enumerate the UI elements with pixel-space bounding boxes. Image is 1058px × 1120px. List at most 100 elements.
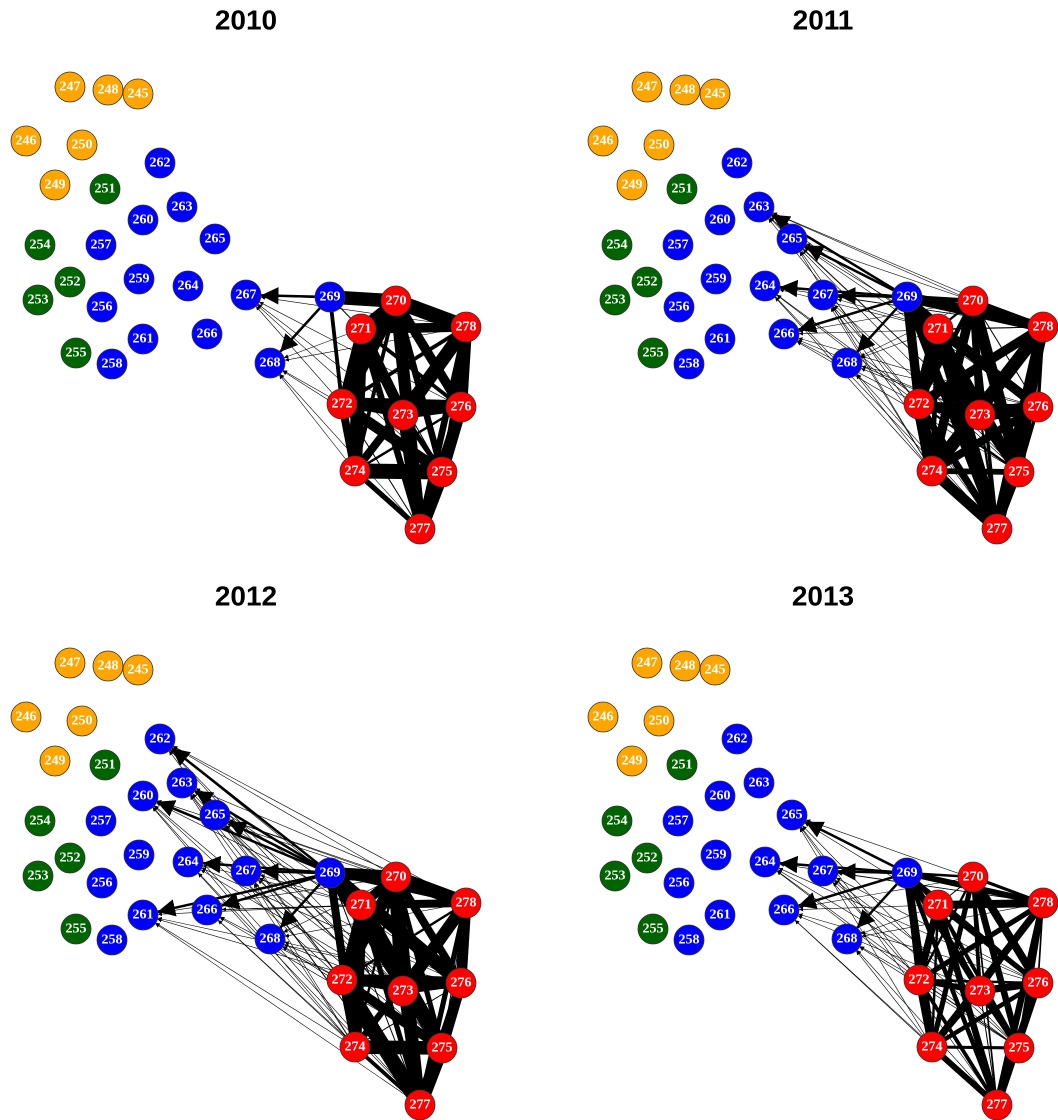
node-label: 276 — [1028, 976, 1049, 991]
node-label: 268 — [837, 932, 858, 947]
node — [166, 767, 198, 799]
edge — [198, 872, 421, 1106]
node-label: 261 — [710, 908, 731, 923]
node — [831, 347, 863, 379]
edge — [798, 876, 974, 909]
node — [704, 204, 736, 236]
node-label: 247 — [60, 80, 81, 95]
edge — [798, 904, 939, 912]
node-label: 277 — [410, 522, 431, 537]
node — [964, 399, 996, 431]
node — [86, 867, 118, 899]
node-label: 267 — [813, 864, 834, 879]
node — [669, 650, 701, 682]
edge — [360, 322, 467, 334]
node — [404, 1089, 436, 1120]
edge — [171, 747, 331, 874]
node — [1027, 887, 1058, 919]
node — [643, 705, 675, 737]
node-label: 258 — [679, 933, 700, 948]
edge — [338, 399, 446, 477]
node-label: 257 — [91, 238, 112, 253]
node-label: 275 — [1009, 1041, 1030, 1056]
node — [339, 1031, 371, 1063]
edge — [772, 212, 1044, 328]
node-label: 271 — [351, 322, 372, 337]
edge — [806, 819, 1044, 904]
node — [699, 78, 731, 110]
edge — [860, 300, 974, 357]
edge — [173, 745, 467, 904]
node-label: 272 — [909, 973, 930, 988]
node-label: 266 — [774, 327, 795, 342]
node — [314, 857, 346, 889]
node-label: 254 — [607, 238, 628, 253]
edge — [833, 304, 1020, 473]
edge — [227, 820, 331, 875]
node — [704, 780, 736, 812]
node — [807, 855, 839, 887]
node — [831, 923, 863, 955]
node-label: 270 — [963, 870, 984, 885]
node — [445, 967, 477, 999]
edge — [804, 246, 939, 330]
node-label: 259 — [706, 848, 727, 863]
node — [721, 723, 753, 755]
node — [916, 1031, 948, 1063]
node-label: 263 — [172, 200, 193, 215]
node-label: 246 — [16, 134, 37, 149]
node-label: 256 — [669, 300, 690, 315]
edge — [339, 976, 445, 1052]
edge — [329, 872, 421, 1106]
node-label: 254 — [607, 814, 628, 829]
node — [957, 861, 989, 893]
node-label: 262 — [150, 156, 171, 171]
edge — [859, 946, 1020, 1049]
node-label: 257 — [668, 814, 689, 829]
node-label: 272 — [909, 397, 930, 412]
node — [123, 839, 155, 871]
node — [743, 191, 775, 223]
edge — [340, 325, 468, 406]
node — [22, 284, 54, 316]
edge — [157, 918, 404, 992]
node — [39, 169, 71, 201]
node-label: 258 — [102, 933, 123, 948]
node-label: 248 — [98, 659, 119, 674]
node — [903, 964, 935, 996]
node-label: 253 — [605, 869, 626, 884]
node — [24, 229, 56, 261]
edge — [201, 867, 462, 984]
node — [96, 924, 128, 956]
edge — [798, 913, 1039, 984]
node — [66, 129, 98, 161]
node — [387, 399, 419, 431]
node-label: 274 — [345, 464, 366, 479]
edge — [993, 902, 1047, 1106]
edge — [836, 877, 1039, 984]
node — [662, 229, 694, 261]
node-label: 276 — [1028, 400, 1049, 415]
node-label: 266 — [197, 327, 218, 342]
node — [380, 285, 412, 317]
node-label: 266 — [774, 903, 795, 918]
node — [54, 266, 86, 298]
edge — [804, 247, 1039, 408]
edge — [917, 900, 1045, 983]
node-label: 276 — [451, 400, 472, 415]
node — [254, 347, 286, 379]
edge — [798, 300, 974, 333]
node — [199, 799, 231, 831]
node — [663, 291, 695, 323]
node — [404, 513, 436, 545]
node — [601, 805, 633, 837]
node-label: 247 — [637, 80, 658, 95]
edge — [260, 295, 467, 328]
node-label: 270 — [386, 294, 407, 309]
node — [10, 125, 42, 157]
edge — [351, 324, 470, 474]
node-label: 250 — [649, 138, 670, 153]
node — [776, 223, 808, 255]
node-label: 263 — [172, 776, 193, 791]
node-label: 261 — [133, 908, 154, 923]
